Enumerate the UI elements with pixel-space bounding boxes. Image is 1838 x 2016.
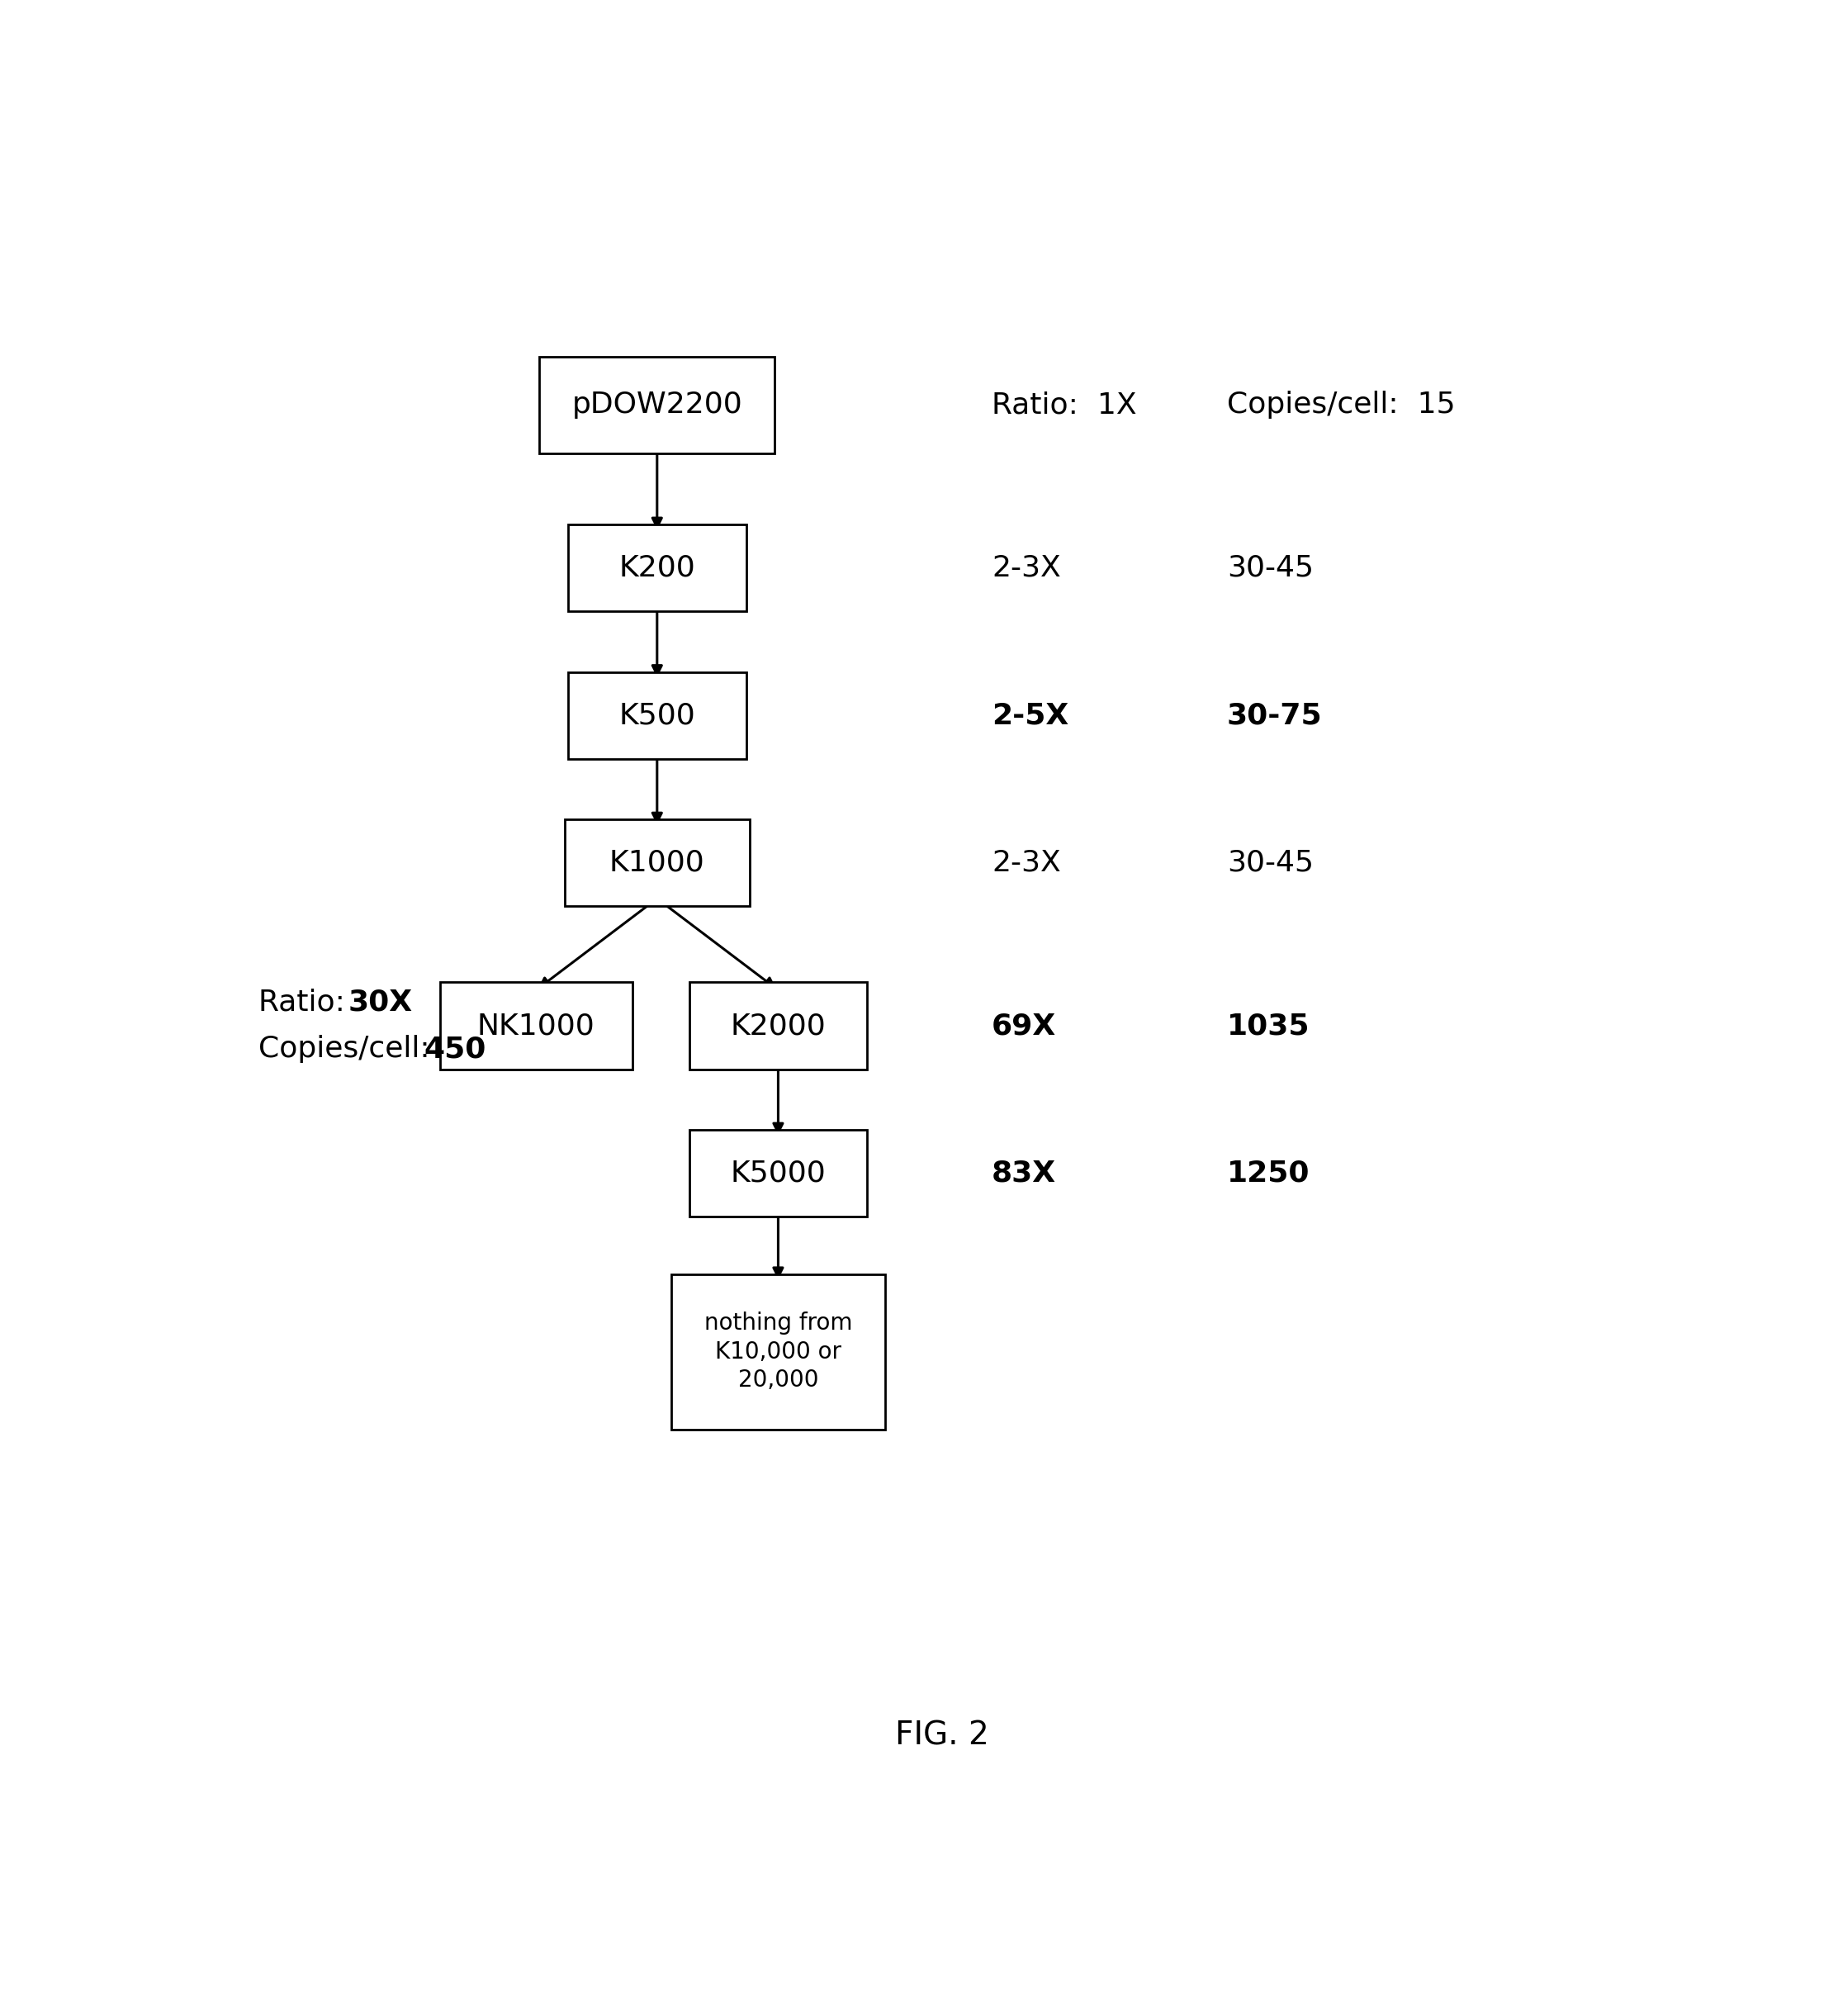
Text: 30X: 30X xyxy=(347,988,412,1016)
FancyBboxPatch shape xyxy=(568,524,746,611)
Text: Ratio:: Ratio: xyxy=(257,988,355,1016)
FancyBboxPatch shape xyxy=(689,1129,868,1218)
Text: 69X: 69X xyxy=(993,1012,1057,1040)
Text: K500: K500 xyxy=(619,702,695,730)
Text: NK1000: NK1000 xyxy=(478,1012,596,1040)
Text: 1250: 1250 xyxy=(1228,1159,1310,1187)
Text: K2000: K2000 xyxy=(730,1012,825,1040)
Text: nothing from
K10,000 or
20,000: nothing from K10,000 or 20,000 xyxy=(704,1312,853,1391)
Text: K200: K200 xyxy=(619,554,695,583)
Text: 450: 450 xyxy=(425,1034,487,1062)
Text: Copies/cell:: Copies/cell: xyxy=(257,1034,439,1062)
FancyBboxPatch shape xyxy=(540,357,774,454)
Text: 2-3X: 2-3X xyxy=(993,554,1061,583)
Text: Copies/cell:  15: Copies/cell: 15 xyxy=(1228,391,1456,419)
FancyBboxPatch shape xyxy=(568,671,746,758)
Text: 30-75: 30-75 xyxy=(1228,702,1322,730)
Text: 2-3X: 2-3X xyxy=(993,849,1061,877)
Text: pDOW2200: pDOW2200 xyxy=(572,391,743,419)
Text: K5000: K5000 xyxy=(730,1159,825,1187)
Text: 83X: 83X xyxy=(993,1159,1057,1187)
Text: K1000: K1000 xyxy=(610,849,704,877)
FancyBboxPatch shape xyxy=(671,1274,886,1429)
Text: FIG. 2: FIG. 2 xyxy=(895,1720,989,1752)
Text: Ratio:  1X: Ratio: 1X xyxy=(993,391,1138,419)
Text: 30-45: 30-45 xyxy=(1228,849,1314,877)
Text: 1035: 1035 xyxy=(1228,1012,1310,1040)
FancyBboxPatch shape xyxy=(439,982,632,1068)
FancyBboxPatch shape xyxy=(564,818,750,907)
FancyBboxPatch shape xyxy=(689,982,868,1068)
Text: 2-5X: 2-5X xyxy=(993,702,1070,730)
Text: 30-45: 30-45 xyxy=(1228,554,1314,583)
